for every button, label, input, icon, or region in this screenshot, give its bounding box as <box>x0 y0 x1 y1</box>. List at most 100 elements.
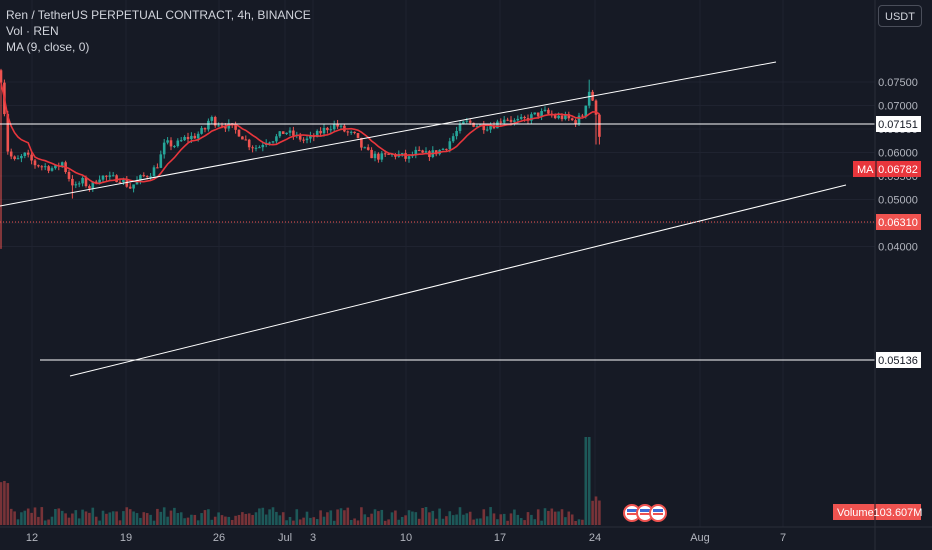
y-tick-label: 0.05000 <box>878 195 918 207</box>
volume-bar <box>183 518 186 525</box>
candle-body <box>468 120 472 123</box>
candle-body <box>183 136 186 141</box>
volume-bar <box>88 512 91 525</box>
volume-bar <box>489 507 492 525</box>
volume-bar <box>40 507 44 525</box>
channel-lower-line[interactable] <box>69 184 847 377</box>
candle-body <box>166 140 169 143</box>
volume-bar <box>13 511 16 525</box>
x-tick-label: 19 <box>120 532 132 544</box>
volume-bar <box>591 500 594 525</box>
volume-bar <box>400 516 404 525</box>
volume-bar <box>77 518 81 525</box>
volume-bar <box>485 516 489 525</box>
candle-body <box>145 176 149 178</box>
volume-bar <box>292 520 295 525</box>
volume-bar <box>285 520 288 525</box>
candle-body <box>489 126 492 130</box>
candle-body <box>234 124 237 130</box>
volume-bar <box>118 520 122 525</box>
candle-body <box>47 166 50 171</box>
volume-bar <box>213 516 217 525</box>
volume-bar <box>513 509 516 525</box>
candle-body <box>268 142 271 144</box>
volume-bar <box>594 496 598 525</box>
volume-bar <box>23 510 27 525</box>
candle-body <box>407 156 411 159</box>
candle-body <box>424 151 428 153</box>
candle-body <box>54 165 57 169</box>
volume-bar <box>3 480 6 525</box>
volume-bar <box>91 507 95 525</box>
volume-bar <box>179 512 183 525</box>
candle-body <box>50 168 54 171</box>
candle-body <box>88 186 91 189</box>
candle-body <box>315 130 319 138</box>
volume-bar <box>101 510 105 525</box>
volume-bar <box>258 508 261 525</box>
current-price-label: 0.06310 <box>876 214 921 230</box>
candle-body <box>370 149 373 159</box>
volume-bar <box>166 516 169 525</box>
volume-bar <box>237 514 241 525</box>
candle-body <box>0 70 3 83</box>
volume-bar <box>349 519 353 525</box>
candle-body <box>448 141 452 150</box>
candle-body <box>84 177 88 187</box>
candle-body <box>302 139 305 141</box>
volume-bar <box>543 508 547 525</box>
candle-body <box>536 112 540 117</box>
volume-bar <box>67 517 71 525</box>
volume-bar <box>329 510 333 525</box>
volume-bar <box>346 507 350 525</box>
volume-bar <box>16 519 20 525</box>
candle-body <box>339 125 343 127</box>
x-tick-label: 10 <box>400 532 412 544</box>
svg-text:MA: MA <box>857 164 874 176</box>
candle-body <box>125 179 129 187</box>
candle-body <box>465 120 469 122</box>
channel-upper-line[interactable] <box>0 61 777 207</box>
currency-button[interactable]: USDT <box>878 5 922 27</box>
volume-bar <box>281 512 285 525</box>
volume-bar <box>404 515 407 525</box>
volume-bar <box>135 513 139 525</box>
volume-bar <box>319 510 322 525</box>
candle-body <box>224 126 227 129</box>
ma-indicator-label[interactable]: MA (9, close, 0) <box>6 40 90 54</box>
candle-body <box>519 116 523 119</box>
volume-bar <box>139 517 142 525</box>
volume-bar <box>587 437 591 525</box>
volume-bar <box>30 512 33 525</box>
volume-bar <box>570 514 574 525</box>
event-markers[interactable] <box>623 504 667 522</box>
trend-lines[interactable] <box>0 61 875 377</box>
candle-body <box>258 147 261 149</box>
candle-body <box>37 165 40 167</box>
volume-bar <box>298 519 302 525</box>
volume-bar <box>98 520 101 525</box>
volume-bar <box>496 519 499 525</box>
volume-bar <box>536 509 540 525</box>
volume-bar <box>156 508 159 525</box>
volume-bar <box>247 513 251 525</box>
time-axis[interactable]: 12 19 26 Jul 3 10 17 24 Aug 7 <box>26 532 786 544</box>
chart-title[interactable]: Ren / TetherUS PERPETUAL CONTRACT, 4h, B… <box>6 8 311 22</box>
candle-body <box>336 123 339 127</box>
candle-body <box>400 153 404 155</box>
volume-bar <box>366 517 370 525</box>
candle-body <box>322 127 326 134</box>
candle-body <box>366 147 370 150</box>
volume-bar <box>547 510 550 525</box>
candle-body <box>60 162 64 167</box>
volume-bar <box>370 513 373 525</box>
volume-indicator-label[interactable]: Vol · REN <box>6 24 59 38</box>
candle-body <box>387 153 390 155</box>
y-tick-label: 0.04000 <box>878 242 918 254</box>
flag-icon[interactable] <box>649 504 667 522</box>
candle-body <box>360 137 363 148</box>
volume-bar <box>516 514 520 525</box>
volume-bar <box>108 512 112 525</box>
svg-text:0.05136: 0.05136 <box>878 355 918 367</box>
